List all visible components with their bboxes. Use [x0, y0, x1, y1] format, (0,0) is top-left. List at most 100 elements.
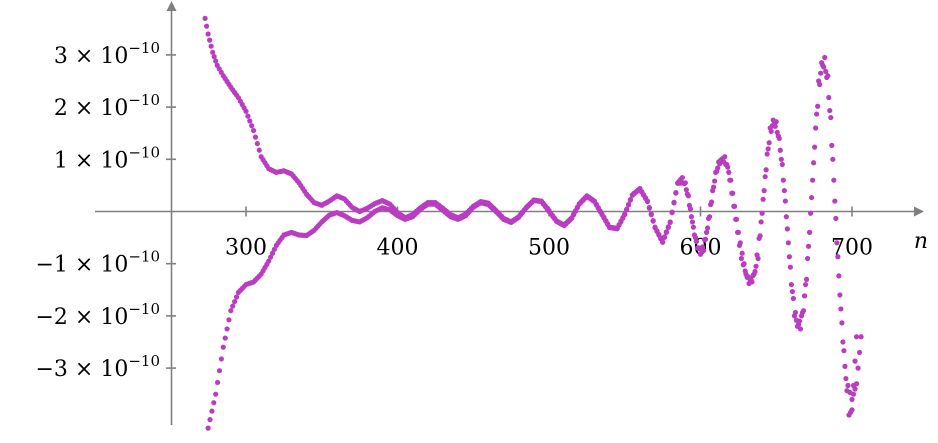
data-point [220, 344, 226, 350]
data-point [711, 184, 717, 190]
data-point [644, 198, 651, 205]
x-axis-label: n [914, 229, 928, 254]
data-point [833, 215, 839, 222]
data-point [667, 219, 673, 226]
data-point [703, 229, 710, 235]
data-point [673, 190, 679, 196]
data-point [729, 190, 735, 196]
data-point [853, 334, 860, 340]
data-point [776, 135, 782, 142]
data-point [814, 111, 820, 117]
data-point [205, 425, 211, 431]
data-point [839, 320, 845, 326]
data-point [271, 246, 278, 252]
data-point [663, 229, 670, 235]
x-tick-label: 400 [377, 236, 419, 261]
data-point [806, 229, 813, 235]
y-tick-label: −1 × 10−10 [35, 248, 160, 278]
data-point [735, 229, 741, 235]
data-point [213, 58, 219, 64]
data-point [834, 240, 840, 246]
data-point [807, 210, 814, 216]
data-point [764, 151, 770, 157]
data-point [224, 326, 230, 332]
data-point [627, 197, 634, 203]
data-point [787, 264, 793, 270]
data-point [689, 219, 696, 225]
data-point [785, 240, 791, 246]
y-tick-label: 3 × 10−10 [54, 39, 160, 69]
data-point [702, 236, 709, 242]
data-point [232, 298, 238, 305]
data-point [233, 294, 240, 300]
data-point [782, 198, 788, 204]
data-point [813, 125, 819, 131]
data-point [731, 203, 737, 209]
data-point [726, 169, 732, 175]
data-point [715, 165, 721, 171]
data-point [211, 54, 217, 60]
data-point [789, 288, 796, 295]
data-point [690, 224, 697, 230]
x-tick-label: 300 [225, 236, 267, 261]
data-point [819, 60, 825, 66]
data-point [852, 358, 858, 364]
data-point [713, 169, 719, 175]
data-point [269, 250, 276, 256]
data-point [250, 127, 257, 134]
data-point [765, 146, 771, 152]
data-point [805, 243, 812, 249]
data-point [780, 177, 786, 183]
data-point [622, 212, 628, 218]
data-point [207, 37, 213, 43]
data-point [777, 147, 783, 153]
data-point [763, 167, 769, 173]
data-point [832, 198, 838, 204]
data-point [784, 226, 790, 232]
data-point [205, 31, 211, 37]
data-point [855, 365, 861, 371]
data-point [211, 400, 217, 406]
data-point [781, 188, 787, 194]
data-point [800, 308, 807, 314]
data-point [208, 43, 214, 49]
data-point [226, 317, 232, 323]
data-point [849, 396, 855, 403]
data-point [712, 178, 718, 184]
data-point [661, 234, 668, 240]
data-point [838, 306, 844, 312]
data-point [754, 252, 760, 258]
data-point [686, 202, 692, 209]
data-point [835, 254, 841, 260]
data-point [810, 177, 816, 183]
data-point [268, 254, 274, 260]
data-point [254, 141, 260, 147]
data-point [746, 280, 752, 287]
data-point [841, 348, 847, 354]
data-point [210, 49, 216, 55]
data-point [826, 94, 832, 101]
data-point [717, 161, 723, 167]
y-tick-label: 2 × 10−10 [54, 91, 160, 121]
data-point [761, 188, 767, 194]
data-point [772, 123, 778, 129]
data-point [266, 258, 272, 264]
data-point [815, 103, 821, 109]
data-point [214, 379, 221, 386]
y-ticks: 3 × 10−10 2 × 10−10 1 × 10−10 −1 × 10−10 −2 … [35, 39, 176, 382]
data-point [762, 174, 768, 180]
data-point [825, 73, 831, 79]
y-tick-label: −2 × 10−10 [35, 300, 160, 330]
data-point [783, 214, 789, 220]
data-point [671, 200, 677, 206]
data-point [842, 363, 848, 369]
data-point [684, 191, 690, 197]
data-point [770, 117, 776, 123]
data-point [252, 134, 259, 140]
data-point [768, 128, 774, 135]
data-point [831, 177, 837, 183]
data-point [803, 276, 810, 282]
data-point [752, 268, 758, 275]
data-point [823, 68, 829, 75]
data-point [758, 219, 764, 225]
